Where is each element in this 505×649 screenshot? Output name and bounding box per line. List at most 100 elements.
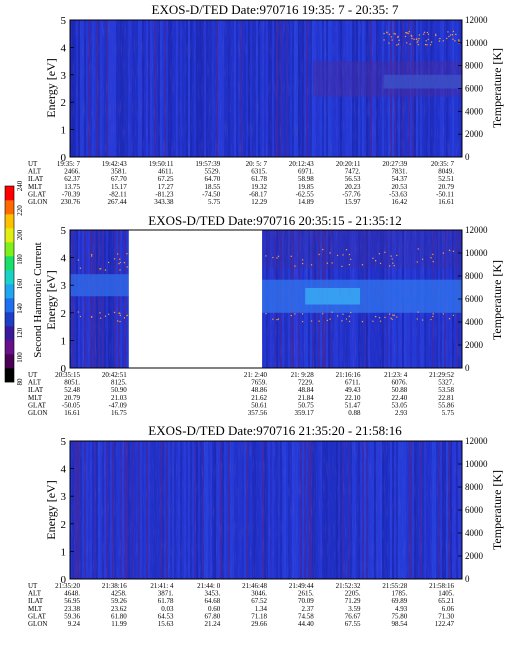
colorbar-tick-label: 220	[16, 205, 24, 216]
ephemeris-row-label: ALT	[28, 379, 42, 387]
y-tick-label: 0	[61, 152, 67, 164]
y2-tick-label: 0	[465, 152, 470, 162]
temperature-point	[374, 315, 377, 318]
ephemeris-row-label: GLON	[28, 620, 47, 628]
temperature-point	[79, 315, 82, 318]
temperature-point	[342, 313, 344, 315]
ephemeris-value: 61.78	[158, 597, 174, 605]
temperature-point	[388, 265, 391, 267]
colorbar-tick-label: 160	[16, 278, 24, 289]
ephemeris-value: 5.75	[208, 198, 221, 206]
ephemeris-row-label: GLAT	[28, 190, 47, 198]
temperature-point	[345, 318, 348, 320]
ephemeris-value: 20:20:11	[336, 160, 361, 168]
temperature-point	[446, 37, 448, 40]
colorbar-tick-label: 120	[16, 327, 24, 338]
ephemeris-row-label: MLT	[28, 605, 43, 613]
y2-tick-label: 12000	[465, 436, 488, 446]
y-tick-label: 3	[61, 70, 67, 82]
ephemeris-value: 15.17	[111, 183, 127, 191]
ephemeris-value: 67.55	[345, 620, 361, 628]
y2-tick-label: 6000	[465, 294, 484, 304]
temperature-point	[452, 38, 454, 41]
temperature-point	[397, 43, 400, 45]
panel-2-heatmap	[69, 230, 463, 368]
temperature-point	[119, 314, 122, 317]
ephemeris-value: 5529.	[205, 168, 221, 176]
ephemeris-value: 56.95	[64, 597, 80, 605]
ephemeris-value: 21.03	[111, 394, 127, 402]
temperature-point	[413, 38, 415, 40]
y2-tick-label: 6000	[465, 505, 484, 515]
temperature-point	[418, 37, 420, 40]
temperature-point	[390, 317, 392, 319]
ephemeris-value: 75.80	[392, 612, 408, 620]
ephemeris-value: 2466.	[64, 168, 80, 176]
temperature-point	[99, 317, 102, 319]
ephemeris-value: 19:35: 7	[57, 160, 81, 168]
ephemeris-value: 52.48	[64, 386, 80, 394]
temperature-point	[361, 320, 364, 323]
temperature-point	[458, 39, 460, 41]
temperature-point	[379, 262, 382, 265]
ephemeris-value: 64.53	[158, 612, 174, 620]
ephemeris-value: 17.27	[158, 183, 174, 191]
ephemeris-value: 7229.	[298, 379, 314, 387]
colorbar-swatch	[5, 256, 14, 271]
temperature-point	[372, 320, 374, 322]
temperature-point	[432, 313, 434, 315]
ephemeris-value: 21:35:20	[55, 582, 80, 590]
temperature-point	[126, 253, 128, 255]
ephemeris-value: 50.88	[392, 386, 408, 394]
temperature-point	[448, 249, 451, 252]
y2-tick-label: 12000	[465, 15, 488, 25]
ephemeris-value: 53.58	[438, 386, 454, 394]
ephemeris-value: 6.06	[442, 605, 455, 613]
ephemeris-value: 2205.	[345, 590, 361, 598]
ephemeris-row-label: ALT	[28, 168, 42, 176]
ephemeris-value: 19.85	[298, 183, 314, 191]
colorbar-swatch	[5, 368, 14, 383]
y-tick-label: 2	[61, 97, 67, 109]
ephemeris-row-label: ALT	[28, 590, 42, 598]
temperature-point	[390, 36, 393, 38]
colorbar-swatch	[5, 326, 14, 341]
y2-tick-label: 10000	[465, 459, 488, 469]
temperature-point	[421, 258, 424, 260]
temperature-point	[394, 33, 396, 35]
ephemeris-value: 20.79	[438, 183, 454, 191]
ephemeris-value: 44.40	[298, 620, 314, 628]
ephemeris-value: 12.29	[251, 198, 267, 206]
ephemeris-value: 64.68	[205, 597, 221, 605]
temperature-point	[117, 253, 119, 255]
temperature-point	[350, 311, 352, 314]
ephemeris-value: 21:29:52	[429, 371, 454, 379]
ephemeris-row-label: MLT	[28, 394, 43, 402]
y-tick-label: 4	[61, 464, 67, 476]
ephemeris-value: 357.56	[248, 409, 268, 417]
temperature-point	[421, 319, 424, 321]
heatmap-texture	[70, 441, 462, 579]
y2-tick-label: 6000	[465, 84, 484, 94]
temperature-point	[416, 41, 418, 43]
y2-tick-label: 8000	[465, 271, 484, 281]
y-tick-label: 4	[61, 253, 67, 265]
y2-tick-label: 4000	[465, 528, 484, 538]
ephemeris-value: 267.44	[108, 198, 128, 206]
ephemeris-value: 21: 9:28	[291, 371, 315, 379]
ephemeris-value: 4.93	[395, 605, 408, 613]
ephemeris-value: 2.93	[395, 409, 408, 417]
ephemeris-value: 7831.	[392, 168, 408, 176]
temperature-point	[392, 314, 394, 316]
ephemeris-row-label: UT	[28, 371, 38, 379]
panel-2: EXOS-D/TED Date:970716 20:35:15 - 21:35:…	[4, 180, 504, 417]
ephemeris-value: 16.75	[111, 409, 127, 417]
panel-2-y-ticks: 0 1 2 3 4 5	[61, 225, 74, 375]
ephemeris-value: 21:44: 0	[197, 582, 221, 590]
temperature-point	[119, 258, 121, 260]
temperature-point	[345, 249, 348, 251]
colorbar-tick-label: 240	[16, 180, 24, 191]
temperature-point	[405, 32, 407, 34]
ephemeris-row-label: UT	[28, 160, 38, 168]
